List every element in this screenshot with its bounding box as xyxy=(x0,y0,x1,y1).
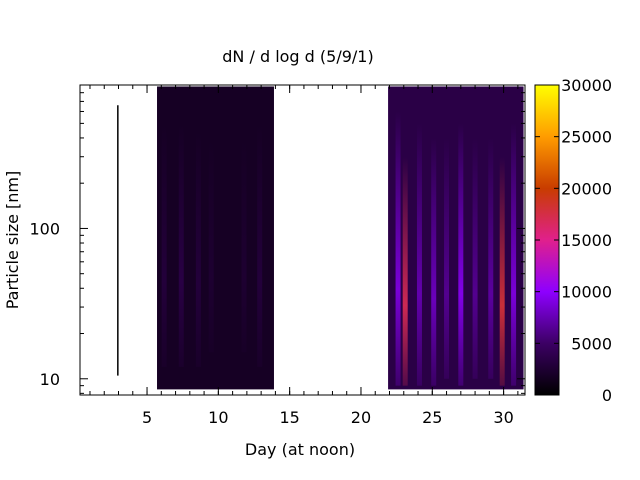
chart-title: dN / d log d (5/9/1) xyxy=(222,47,373,66)
plot-frame xyxy=(79,84,526,396)
y-tick-label: 10 xyxy=(40,370,60,389)
event-streak xyxy=(458,123,464,386)
event-streak xyxy=(511,123,517,386)
colorbar-tick-label: 5000 xyxy=(571,334,612,353)
y-axis-label: Particle size [nm] xyxy=(3,171,22,310)
y-axis: 10 100 xyxy=(29,84,525,394)
colorbar-axis: 0 5000 10000 15000 20000 25000 30000 xyxy=(535,76,612,405)
x-tick-label: 10 xyxy=(208,408,228,427)
event-streak xyxy=(431,137,437,386)
x-tick-label: 15 xyxy=(279,408,299,427)
x-axis-label: Day (at noon) xyxy=(245,440,355,459)
event-streak xyxy=(208,137,214,353)
event-streak xyxy=(161,123,167,367)
x-tick-label: 30 xyxy=(493,408,513,427)
event-streak xyxy=(444,137,450,379)
colorbar-tick-label: 30000 xyxy=(561,76,612,95)
x-tick-label: 20 xyxy=(351,408,371,427)
x-axis: 5 10 15 20 25 30 xyxy=(89,85,519,427)
event-streak xyxy=(241,137,247,353)
y-tick-label: 100 xyxy=(29,219,60,238)
colorbar-tick-label: 20000 xyxy=(561,179,612,198)
event-streak xyxy=(488,137,494,379)
event-streak xyxy=(499,156,505,386)
event-streak xyxy=(395,111,401,386)
colorbar-tick-label: 25000 xyxy=(561,128,612,147)
event-streak xyxy=(257,123,263,367)
event-streak xyxy=(416,123,422,386)
heatmap-data-area xyxy=(117,86,524,390)
data-block-2 xyxy=(157,86,274,390)
x-tick-label: 25 xyxy=(422,408,442,427)
event-streak xyxy=(402,156,408,386)
event-streak xyxy=(472,137,478,379)
colorbar-tick-label: 10000 xyxy=(561,283,612,302)
event-streak xyxy=(178,123,184,367)
colorbar-tick-label: 15000 xyxy=(561,231,612,250)
data-block-1 xyxy=(117,105,119,376)
x-tick-label: 5 xyxy=(142,408,152,427)
event-streak xyxy=(195,130,201,367)
colorbar-tick-label: 0 xyxy=(602,386,612,405)
